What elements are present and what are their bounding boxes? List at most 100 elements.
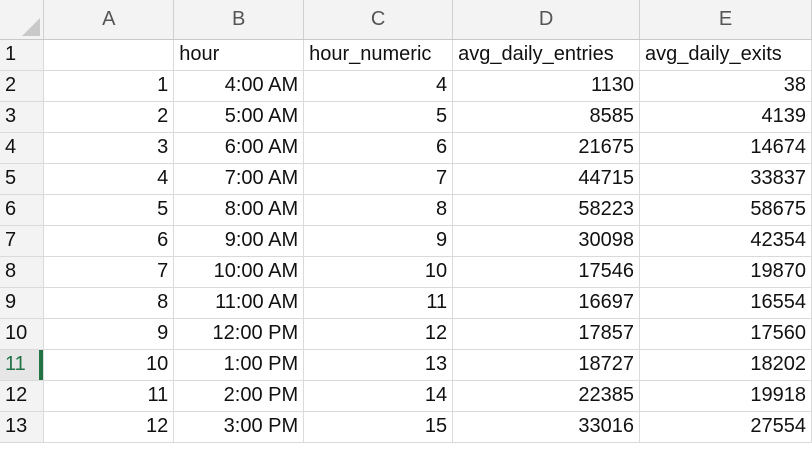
cell-D8[interactable]: 17546: [452, 256, 641, 288]
row-header[interactable]: 5: [0, 163, 45, 195]
cell-A13[interactable]: 12: [43, 411, 175, 443]
cell-A6[interactable]: 5: [43, 194, 175, 226]
cell-B5[interactable]: 7:00 AM: [173, 163, 305, 195]
row-header[interactable]: 6: [0, 194, 45, 226]
cell-B8[interactable]: 10:00 AM: [173, 256, 305, 288]
cell-C13[interactable]: 15: [303, 411, 454, 443]
cell-A1[interactable]: [43, 39, 175, 71]
cell-E1[interactable]: avg_daily_exits: [639, 39, 812, 71]
cell-D11[interactable]: 18727: [452, 349, 641, 381]
cell-D2[interactable]: 1130: [452, 70, 641, 102]
cell-C5[interactable]: 7: [303, 163, 454, 195]
cell-E4[interactable]: 14674: [639, 132, 812, 164]
column-header-C[interactable]: C: [303, 0, 454, 40]
table-row: 6 5 8:00 AM 8 58223 58675: [0, 194, 812, 226]
cell-B12[interactable]: 2:00 PM: [173, 380, 305, 412]
cell-C4[interactable]: 6: [303, 132, 454, 164]
cell-E13[interactable]: 27554: [639, 411, 812, 443]
cell-B10[interactable]: 12:00 PM: [173, 318, 305, 350]
cell-A11[interactable]: 10: [43, 349, 175, 381]
column-header-B[interactable]: B: [173, 0, 305, 40]
cell-D13[interactable]: 33016: [452, 411, 641, 443]
row-header[interactable]: 1: [0, 39, 45, 71]
cell-A4[interactable]: 3: [43, 132, 175, 164]
select-all-corner[interactable]: [0, 0, 45, 40]
column-header-A[interactable]: A: [43, 0, 175, 40]
cell-A9[interactable]: 8: [43, 287, 175, 319]
row-header[interactable]: 4: [0, 132, 45, 164]
cell-C12[interactable]: 14: [303, 380, 454, 412]
cell-D3[interactable]: 8585: [452, 101, 641, 133]
cell-E9[interactable]: 16554: [639, 287, 812, 319]
cell-E10[interactable]: 17560: [639, 318, 812, 350]
cell-A3[interactable]: 2: [43, 101, 175, 133]
cell-C8[interactable]: 10: [303, 256, 454, 288]
cell-D1[interactable]: avg_daily_entries: [452, 39, 641, 71]
cell-D12[interactable]: 22385: [452, 380, 641, 412]
cell-B9[interactable]: 11:00 AM: [173, 287, 305, 319]
cell-D9[interactable]: 16697: [452, 287, 641, 319]
row-header[interactable]: 13: [0, 411, 45, 443]
cell-E2[interactable]: 38: [639, 70, 812, 102]
cell-E6[interactable]: 58675: [639, 194, 812, 226]
cell-C9[interactable]: 11: [303, 287, 454, 319]
table-row: 11 10 1:00 PM 13 18727 18202: [0, 349, 812, 381]
cell-B7[interactable]: 9:00 AM: [173, 225, 305, 257]
cell-A12[interactable]: 11: [43, 380, 175, 412]
cell-A5[interactable]: 4: [43, 163, 175, 195]
cell-D7[interactable]: 30098: [452, 225, 641, 257]
cell-C7[interactable]: 9: [303, 225, 454, 257]
cell-E5[interactable]: 33837: [639, 163, 812, 195]
cell-C10[interactable]: 12: [303, 318, 454, 350]
cell-E8[interactable]: 19870: [639, 256, 812, 288]
cell-A7[interactable]: 6: [43, 225, 175, 257]
table-row: 4 3 6:00 AM 6 21675 14674: [0, 132, 812, 164]
cell-C11[interactable]: 13: [303, 349, 454, 381]
cell-C1[interactable]: hour_numeric: [303, 39, 454, 71]
cell-B3[interactable]: 5:00 AM: [173, 101, 305, 133]
cell-C3[interactable]: 5: [303, 101, 454, 133]
table-row: 2 1 4:00 AM 4 1130 38: [0, 70, 812, 102]
cell-E12[interactable]: 19918: [639, 380, 812, 412]
cell-B6[interactable]: 8:00 AM: [173, 194, 305, 226]
cell-D5[interactable]: 44715: [452, 163, 641, 195]
row-header[interactable]: 3: [0, 101, 45, 133]
grid-body: 1 hour hour_numeric avg_daily_entries avg_da…: [0, 39, 812, 443]
cell-B11[interactable]: 1:00 PM: [173, 349, 305, 381]
cell-D6[interactable]: 58223: [452, 194, 641, 226]
table-row: 12 11 2:00 PM 14 22385 19918: [0, 380, 812, 412]
cell-A2[interactable]: 1: [43, 70, 175, 102]
cell-C6[interactable]: 8: [303, 194, 454, 226]
row-header[interactable]: 7: [0, 225, 45, 257]
cell-C2[interactable]: 4: [303, 70, 454, 102]
column-header-E[interactable]: E: [639, 0, 812, 40]
row-header[interactable]: 10: [0, 318, 45, 350]
cell-B13[interactable]: 3:00 PM: [173, 411, 305, 443]
table-row: 7 6 9:00 AM 9 30098 42354: [0, 225, 812, 257]
table-row: 3 2 5:00 AM 5 8585 4139: [0, 101, 812, 133]
cell-D10[interactable]: 17857: [452, 318, 641, 350]
cell-E7[interactable]: 42354: [639, 225, 812, 257]
table-row: 13 12 3:00 PM 15 33016 27554: [0, 411, 812, 443]
cell-A8[interactable]: 7: [43, 256, 175, 288]
row-header[interactable]: 2: [0, 70, 45, 102]
table-row: 1 hour hour_numeric avg_daily_entries avg_da…: [0, 39, 812, 71]
cell-B2[interactable]: 4:00 AM: [173, 70, 305, 102]
cell-D4[interactable]: 21675: [452, 132, 641, 164]
row-header[interactable]: 12: [0, 380, 45, 412]
cell-B4[interactable]: 6:00 AM: [173, 132, 305, 164]
cell-E11[interactable]: 18202: [639, 349, 812, 381]
row-header[interactable]: 8: [0, 256, 45, 288]
table-row: 10 9 12:00 PM 12 17857 17560: [0, 318, 812, 350]
column-header-row: A B C D E: [0, 0, 812, 40]
column-header-D[interactable]: D: [452, 0, 641, 40]
spreadsheet-grid: A B C D E 1 hour hour_numeric avg_daily_ent…: [0, 0, 812, 443]
cell-B1[interactable]: hour: [173, 39, 305, 71]
table-row: 5 4 7:00 AM 7 44715 33837: [0, 163, 812, 195]
cell-A10[interactable]: 9: [43, 318, 175, 350]
table-row: 9 8 11:00 AM 11 16697 16554: [0, 287, 812, 319]
cell-E3[interactable]: 4139: [639, 101, 812, 133]
row-header[interactable]: 11: [0, 349, 45, 381]
row-header[interactable]: 9: [0, 287, 45, 319]
